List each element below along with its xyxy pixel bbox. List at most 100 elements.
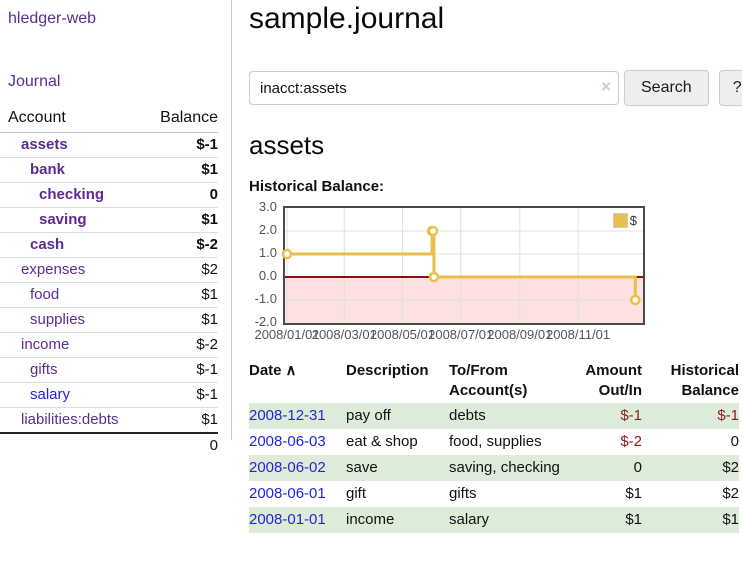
txn-date-link[interactable]: 2008-12-31 <box>249 407 326 424</box>
account-balance: $-1 <box>146 357 218 383</box>
txn-accounts: salary <box>449 511 490 528</box>
chart-x-axis-label: 2008/01/01 <box>254 327 320 342</box>
chart-y-axis-label: -1.0 <box>254 291 277 306</box>
legend-swatch-icon <box>612 213 628 228</box>
txn-date-link[interactable]: 2008-06-03 <box>249 433 326 450</box>
data-point <box>630 294 641 306</box>
account-link-checking[interactable]: checking <box>39 186 105 203</box>
txn-header-date[interactable]: Date ∧ <box>249 362 297 379</box>
txn-accounts: saving, checking <box>449 459 560 476</box>
txn-balance: $2 <box>722 485 739 502</box>
account-row: gifts $-1 <box>0 357 218 383</box>
txn-balance: $2 <box>722 459 739 476</box>
chart-x-axis-label: 2008/05/01 <box>369 327 435 342</box>
account-balance: $-2 <box>146 332 218 358</box>
txn-balance: 0 <box>730 433 739 450</box>
account-row: salary $-1 <box>0 382 218 408</box>
search-input[interactable] <box>249 71 619 105</box>
account-row: food $1 <box>0 282 218 308</box>
transaction-row: 2008-12-31 pay off debts $-1 $-1 <box>249 403 739 429</box>
account-balance: $1 <box>146 282 218 308</box>
txn-amount: $-2 <box>620 433 642 450</box>
main-content: sample.journal × Search ? assets Histori… <box>249 0 742 533</box>
balance-line-chart <box>281 208 643 323</box>
txn-amount: $1 <box>625 511 642 528</box>
legend-label: $ <box>629 213 637 228</box>
brand-link[interactable]: hledger-web <box>8 10 97 27</box>
txn-description: gift <box>346 485 367 502</box>
account-balance: $-1 <box>146 132 218 158</box>
accounts-total: 0 <box>146 432 218 458</box>
account-balance: $1 <box>146 407 218 434</box>
account-balance: $1 <box>146 207 218 233</box>
chart-y-axis-label: 0.0 <box>258 268 277 283</box>
account-link-gifts[interactable]: gifts <box>30 361 58 378</box>
accounts-table-body: assets $-1 bank $1 checking 0 saving $1 cash $-2 e… <box>0 132 218 458</box>
accounts-header-balance: Balance <box>146 107 218 133</box>
account-link-saving[interactable]: saving <box>39 211 87 228</box>
txn-accounts: food, supplies <box>449 433 542 450</box>
txn-date-link[interactable]: 2008-06-02 <box>249 459 326 476</box>
chart-y-axis-label: -2.0 <box>254 314 277 329</box>
account-link-income[interactable]: income <box>21 336 70 353</box>
transaction-row: 2008-06-02 save saving, checking 0 $2 <box>249 455 739 481</box>
txn-date-link[interactable]: 2008-06-01 <box>249 485 326 502</box>
account-balance: $1 <box>146 157 218 183</box>
txn-amount: $1 <box>625 485 642 502</box>
sidebar-item-journal[interactable]: Journal <box>8 73 61 90</box>
account-balance: $2 <box>146 257 218 283</box>
txn-accounts: gifts <box>449 485 477 502</box>
account-link-bank[interactable]: bank <box>30 161 66 178</box>
search-button[interactable]: Search <box>624 70 709 106</box>
account-link-salary[interactable]: salary <box>30 386 71 403</box>
account-link-food[interactable]: food <box>30 286 60 303</box>
chart-x-axis-label: 2008/03/01 <box>311 327 377 342</box>
chart-x-axis-label: 2008/11/01 <box>545 327 611 342</box>
account-balance: 0 <box>146 182 218 208</box>
historical-balance-chart: 3.0 2.0 1.0 0.0 -1.0 -2.0 $ 2008/01/01 2008/03… <box>249 199 669 344</box>
account-row: expenses $2 <box>0 257 218 283</box>
account-row: supplies $1 <box>0 307 218 333</box>
chart-y-axis-label: 1.0 <box>258 245 277 260</box>
txn-description: pay off <box>346 407 391 424</box>
account-link-assets[interactable]: assets <box>21 136 68 153</box>
chart-title: Historical Balance: <box>249 178 385 195</box>
transactions-table: Date ∧ Description To/From Account(s) Amo… <box>249 359 739 533</box>
account-balance: $1 <box>146 307 218 333</box>
txn-accounts: debts <box>449 407 486 424</box>
txn-description: income <box>346 511 395 528</box>
account-row: checking 0 <box>0 182 218 208</box>
transaction-row: 2008-06-01 gift gifts $1 $2 <box>249 481 739 507</box>
account-row: assets $-1 <box>0 132 218 158</box>
txn-description: eat & shop <box>346 433 418 450</box>
chart-legend: $ <box>612 213 637 228</box>
account-row: bank $1 <box>0 157 218 183</box>
accounts-total-row: 0 <box>0 432 218 458</box>
sort-asc-icon: ∧ <box>285 362 297 379</box>
page-title: sample.journal <box>249 2 445 35</box>
account-link-supplies[interactable]: supplies <box>30 311 86 328</box>
accounts-header-account: Account <box>0 107 147 133</box>
txn-header-description: Description <box>346 362 429 379</box>
account-link-cash[interactable]: cash <box>30 236 65 253</box>
clear-search-icon[interactable]: × <box>601 77 611 96</box>
data-point <box>428 271 440 283</box>
transaction-row: 2008-01-01 income salary $1 $1 <box>249 507 739 533</box>
account-link-expenses[interactable]: expenses <box>21 261 86 278</box>
sidebar: hledger-web Journal Account Balance asse… <box>0 0 232 458</box>
transaction-row: 2008-06-03 eat & shop food, supplies $-2 0 <box>249 429 739 455</box>
txn-header-accounts: To/From Account(s) <box>449 362 528 399</box>
txn-balance: $1 <box>722 511 739 528</box>
data-point <box>281 248 293 260</box>
help-button[interactable]: ? <box>718 70 742 106</box>
txn-amount: 0 <box>633 459 642 476</box>
account-page-title: assets <box>249 130 325 160</box>
chart-plot-area: $ <box>281 206 645 325</box>
txn-date-link[interactable]: 2008-01-01 <box>249 511 326 528</box>
transactions-table-body: 2008-12-31 pay off debts $-1 $-1 2008-06-03 ea… <box>249 403 739 533</box>
data-point <box>427 225 439 237</box>
txn-balance: $-1 <box>717 407 739 424</box>
chart-y-axis-label: 3.0 <box>258 199 277 214</box>
account-link-liabilities:debts[interactable]: liabilities:debts <box>21 411 119 428</box>
chart-y-axis-label: 2.0 <box>258 222 277 237</box>
